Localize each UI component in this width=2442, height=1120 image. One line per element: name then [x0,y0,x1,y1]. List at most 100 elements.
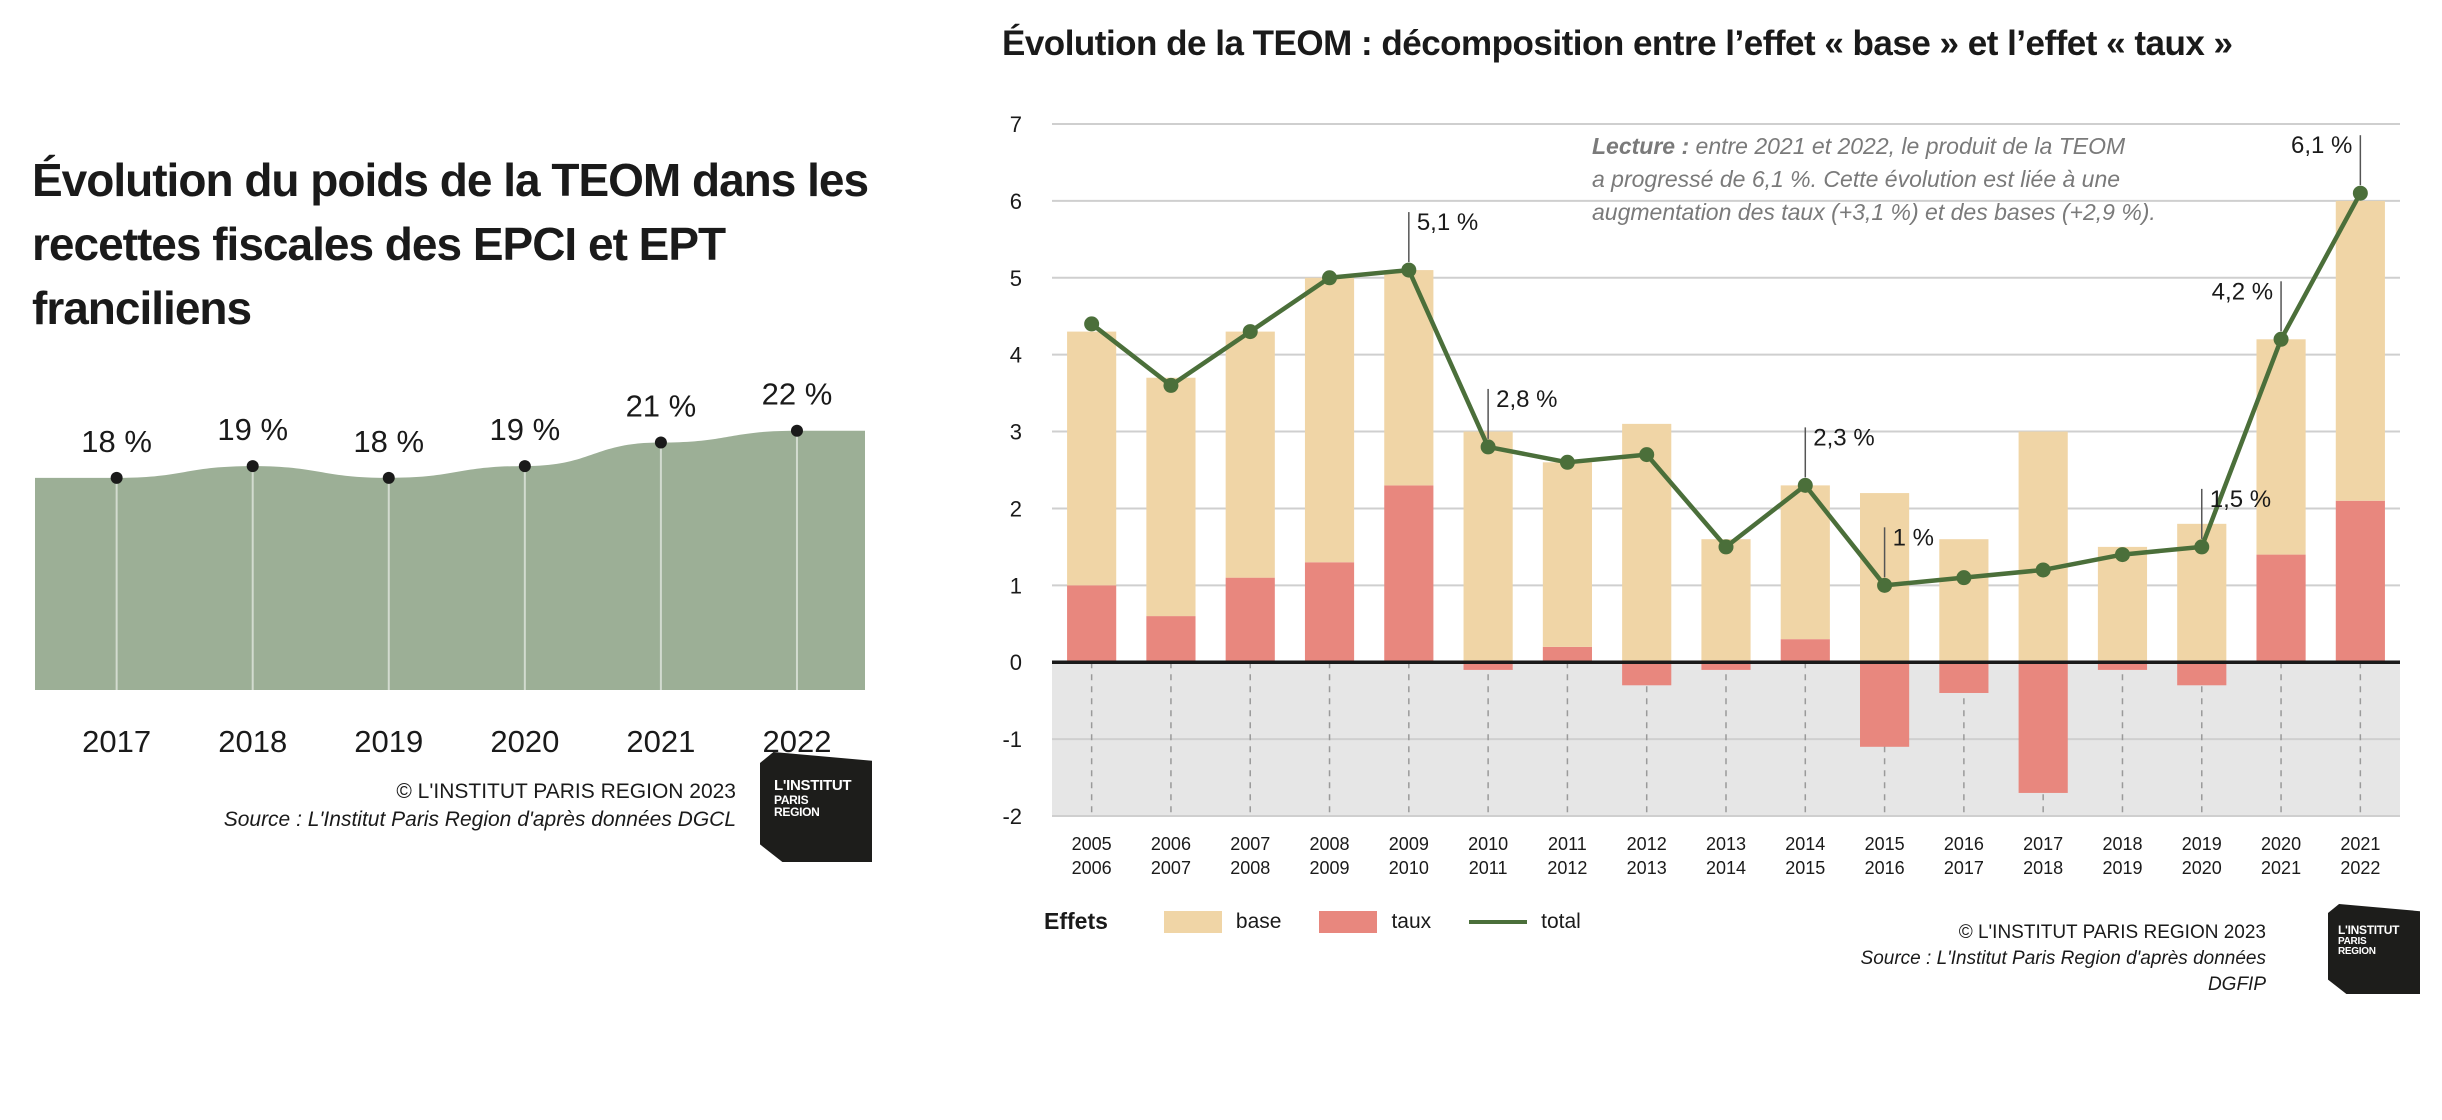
total-point [1084,316,1100,332]
x-tick-label-end: 2021 [2261,858,2301,878]
bar-base [1384,270,1434,486]
x-tick-label-end: 2014 [1706,858,1746,878]
x-tick-label-end: 2017 [1944,858,1984,878]
x-tick-label-start: 2008 [1310,834,1350,854]
legend-swatch-taux [1319,910,1378,933]
total-point [2352,185,2368,201]
annotation-label: 2,8 % [1496,386,1557,413]
annotation-label: 6,1 % [2291,132,2352,159]
y-tick-label: 2 [1010,496,1022,521]
bar-taux [2177,662,2227,686]
y-tick-label: -2 [1002,804,1022,829]
x-tick-label-start: 2015 [1865,834,1905,854]
x-tick-label-end: 2008 [1230,858,1270,878]
y-tick-label: 6 [1010,189,1022,214]
logo-line-1: L'INSTITUT [2338,923,2400,937]
bar-base [1304,277,1355,563]
bar-taux [1225,577,1275,663]
x-tick-label-end: 2007 [1151,858,1191,878]
bar-taux [2018,662,2068,793]
total-point [1559,454,1575,470]
bar-taux [1701,662,1751,670]
bar-taux [1384,485,1434,663]
total-line [1090,192,2363,588]
total-point [1718,539,1734,555]
bar-taux [2335,500,2385,663]
legend-label-taux: taux [1391,909,1432,933]
bar-base [1542,462,1592,647]
x-tick-label: 2019 [354,724,423,759]
legend-title: Effets [1044,908,1108,934]
total-point [1797,477,1813,493]
y-tick-label: 5 [1010,266,1022,291]
right-chart-title: Évolution de la TEOM : décomposition ent… [1002,24,2233,63]
area-point [246,460,259,473]
bar-taux [1780,639,1830,663]
area-point [790,424,803,437]
x-tick-label-end: 2013 [1627,858,1667,878]
teom-decomposition-chart: 7 6 5 4 3 2 1 0 -1 -2 5,1 % 2,8 % 2,3 % 1 % 1,5 % 4,2 %… [1002,112,2400,878]
x-tick-label-start: 2021 [2340,834,2380,854]
total-point [2273,331,2289,347]
legend-item-total: total [1469,910,1581,934]
lecture-note-line: Lecture : entre 2021 et 2022, le produit… [1592,133,2126,159]
x-tick-label: 2017 [82,724,151,759]
lecture-note-line: augmentation des taux (+3,1 %) et des ba… [1592,199,2156,225]
lecture-label: Lecture : [1592,133,1696,159]
annotation-label: 4,2 % [2212,278,2273,305]
x-tick-label-start: 2017 [2023,834,2063,854]
area-value-label: 19 % [490,412,561,447]
bar-base [1860,493,1910,663]
bar-base [2256,339,2306,555]
total-point [2194,539,2210,555]
bar-base [1622,423,1672,663]
legend-label-base: base [1235,909,1282,933]
bar-base [1146,377,1196,617]
teom-weight-area-chart: 18 % 2017 19 % 2018 18 % 2019 19 % 2020 21 % 2021… [35,377,865,759]
total-point [2035,562,2051,578]
x-tick-label-start: 2009 [1389,834,1429,854]
logo-line-2: PARIS [2338,935,2367,947]
x-tick-label-end: 2016 [1865,858,1905,878]
legend-item-taux: taux [1319,910,1431,934]
bar-taux [1622,662,1672,686]
bar-taux [2097,662,2148,670]
annotation-label: 5,1 % [1417,209,1478,236]
y-tick-label: 3 [1010,420,1022,445]
x-tick-label-start: 2006 [1151,834,1191,854]
x-tick-label-end: 2020 [2182,858,2222,878]
left-credits: © L'INSTITUT PARIS REGION 2023 Source : … [200,778,736,834]
annotation-label: 1 % [1893,524,1934,551]
legend-label-total: total [1541,909,1581,933]
legend-item-base: base [1163,909,1282,934]
y-tick-label: 1 [1010,573,1022,598]
bar-base [1463,431,1513,663]
x-tick-label-start: 2014 [1785,834,1825,854]
x-tick-label-start: 2013 [1706,834,1746,854]
x-tick-label-start: 2019 [2182,834,2222,854]
total-point [1322,270,1338,286]
x-tick-label: 2020 [490,724,559,759]
x-tick-label-start: 2010 [1468,834,1508,854]
institut-logo-left: L'INSTITUT PARIS REGION [760,752,872,862]
logo-line-2: PARIS [774,792,809,807]
x-tick-label-end: 2022 [2340,858,2380,878]
area-value-label: 19 % [217,412,288,447]
right-copyright: © L'INSTITUT PARIS REGION 2023 [1958,922,2266,943]
bar-taux [1146,616,1196,663]
x-tick-label-end: 2006 [1072,858,1112,878]
right-panel: Évolution de la TEOM : décomposition ent… [960,0,2442,1000]
x-tick-label-start: 2005 [1072,834,1112,854]
x-tick-label-start: 2016 [1944,834,1984,854]
x-tick-label-start: 2018 [2102,834,2142,854]
bar-taux [1463,662,1513,670]
left-copyright: © L'INSTITUT PARIS REGION 2023 [396,780,736,803]
y-tick-label: 4 [1010,343,1022,368]
area-value-label: 22 % [762,377,833,412]
bar-taux [1860,662,1910,747]
x-tick-label-start: 2007 [1230,834,1270,854]
left-chart-title: Évolution du poids de la TEOM dans les r… [32,154,869,334]
bar-base [1225,331,1275,578]
y-tick-label: -1 [1002,727,1022,752]
x-tick-label-end: 2011 [1469,858,1508,878]
